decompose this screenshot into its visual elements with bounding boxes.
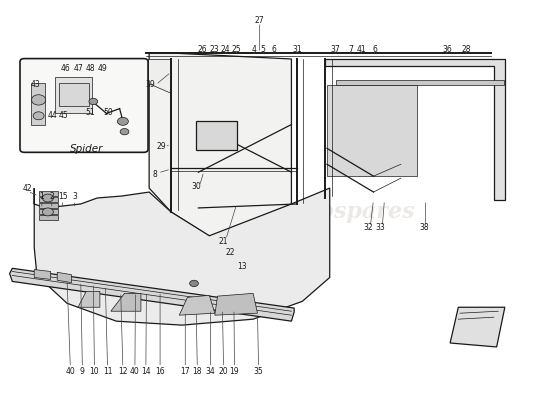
Text: 42: 42 (23, 184, 32, 192)
Text: 5: 5 (261, 45, 266, 54)
Text: 14: 14 (141, 367, 151, 376)
Text: 35: 35 (254, 367, 263, 376)
Circle shape (120, 128, 129, 135)
Text: 36: 36 (442, 45, 452, 54)
Polygon shape (326, 59, 505, 200)
Text: 25: 25 (232, 45, 241, 54)
Text: 13: 13 (238, 262, 247, 271)
Bar (39, 215, 58, 220)
FancyBboxPatch shape (20, 58, 148, 152)
Circle shape (117, 117, 128, 125)
Text: 37: 37 (331, 45, 340, 54)
Polygon shape (34, 188, 329, 325)
Bar (196, 120, 236, 150)
Circle shape (89, 98, 98, 105)
Polygon shape (34, 270, 51, 280)
Text: 9: 9 (80, 367, 85, 376)
Polygon shape (336, 80, 504, 85)
Text: 26: 26 (198, 45, 207, 54)
Text: 41: 41 (356, 45, 366, 54)
Text: 45: 45 (59, 111, 69, 120)
Text: 40: 40 (65, 367, 75, 376)
Text: 43: 43 (30, 80, 40, 89)
Text: 46: 46 (61, 64, 71, 74)
Text: 2: 2 (50, 192, 54, 201)
Polygon shape (9, 268, 294, 321)
Bar (59, 83, 89, 106)
Text: 31: 31 (292, 45, 302, 54)
Text: 1: 1 (40, 192, 44, 201)
Text: 4: 4 (252, 45, 257, 54)
Polygon shape (149, 53, 292, 240)
Text: 22: 22 (226, 248, 235, 257)
Polygon shape (111, 293, 141, 311)
Text: 38: 38 (419, 222, 428, 232)
Text: Spider: Spider (69, 144, 103, 154)
Polygon shape (327, 85, 417, 176)
Text: 39: 39 (145, 80, 155, 89)
Text: 24: 24 (221, 45, 230, 54)
Circle shape (31, 95, 46, 105)
Text: eurospares: eurospares (277, 201, 415, 223)
Text: 33: 33 (375, 222, 385, 232)
Text: 27: 27 (255, 16, 265, 25)
Text: 21: 21 (218, 237, 228, 246)
Text: 32: 32 (363, 222, 373, 232)
Circle shape (33, 112, 44, 120)
Bar (39, 203, 58, 208)
Text: 29: 29 (156, 142, 166, 151)
Bar (39, 191, 58, 196)
Text: 6: 6 (372, 45, 377, 54)
Text: 18: 18 (192, 367, 202, 376)
Text: 6: 6 (272, 45, 276, 54)
Text: 23: 23 (210, 45, 219, 54)
Text: 3: 3 (72, 192, 77, 201)
Text: 19: 19 (230, 367, 239, 376)
Text: 8: 8 (152, 170, 157, 179)
Bar (39, 197, 58, 202)
Text: 40: 40 (130, 367, 140, 376)
Text: 50: 50 (104, 108, 113, 117)
Text: 7: 7 (348, 45, 353, 54)
Text: 48: 48 (85, 64, 95, 74)
Circle shape (42, 194, 53, 202)
Bar (31, 83, 45, 124)
Circle shape (42, 208, 53, 216)
Text: 10: 10 (90, 367, 99, 376)
Polygon shape (215, 293, 257, 315)
Text: 11: 11 (103, 367, 112, 376)
Circle shape (190, 280, 199, 286)
Text: 34: 34 (206, 367, 215, 376)
Polygon shape (179, 295, 215, 315)
Polygon shape (450, 307, 505, 347)
Polygon shape (78, 291, 100, 307)
Polygon shape (148, 59, 171, 93)
Text: 15: 15 (58, 192, 68, 201)
Text: 44: 44 (48, 111, 58, 120)
Text: 49: 49 (97, 64, 107, 74)
Text: 51: 51 (85, 108, 95, 117)
Bar (55, 77, 92, 113)
Text: eurospares: eurospares (80, 201, 218, 223)
Text: 16: 16 (155, 367, 165, 376)
Text: 20: 20 (219, 367, 228, 376)
Text: 30: 30 (191, 182, 201, 191)
Text: 28: 28 (462, 45, 471, 54)
Text: 47: 47 (73, 64, 83, 74)
Bar (39, 209, 58, 214)
Polygon shape (57, 272, 72, 283)
Text: 17: 17 (180, 367, 190, 376)
Text: 12: 12 (118, 367, 128, 376)
